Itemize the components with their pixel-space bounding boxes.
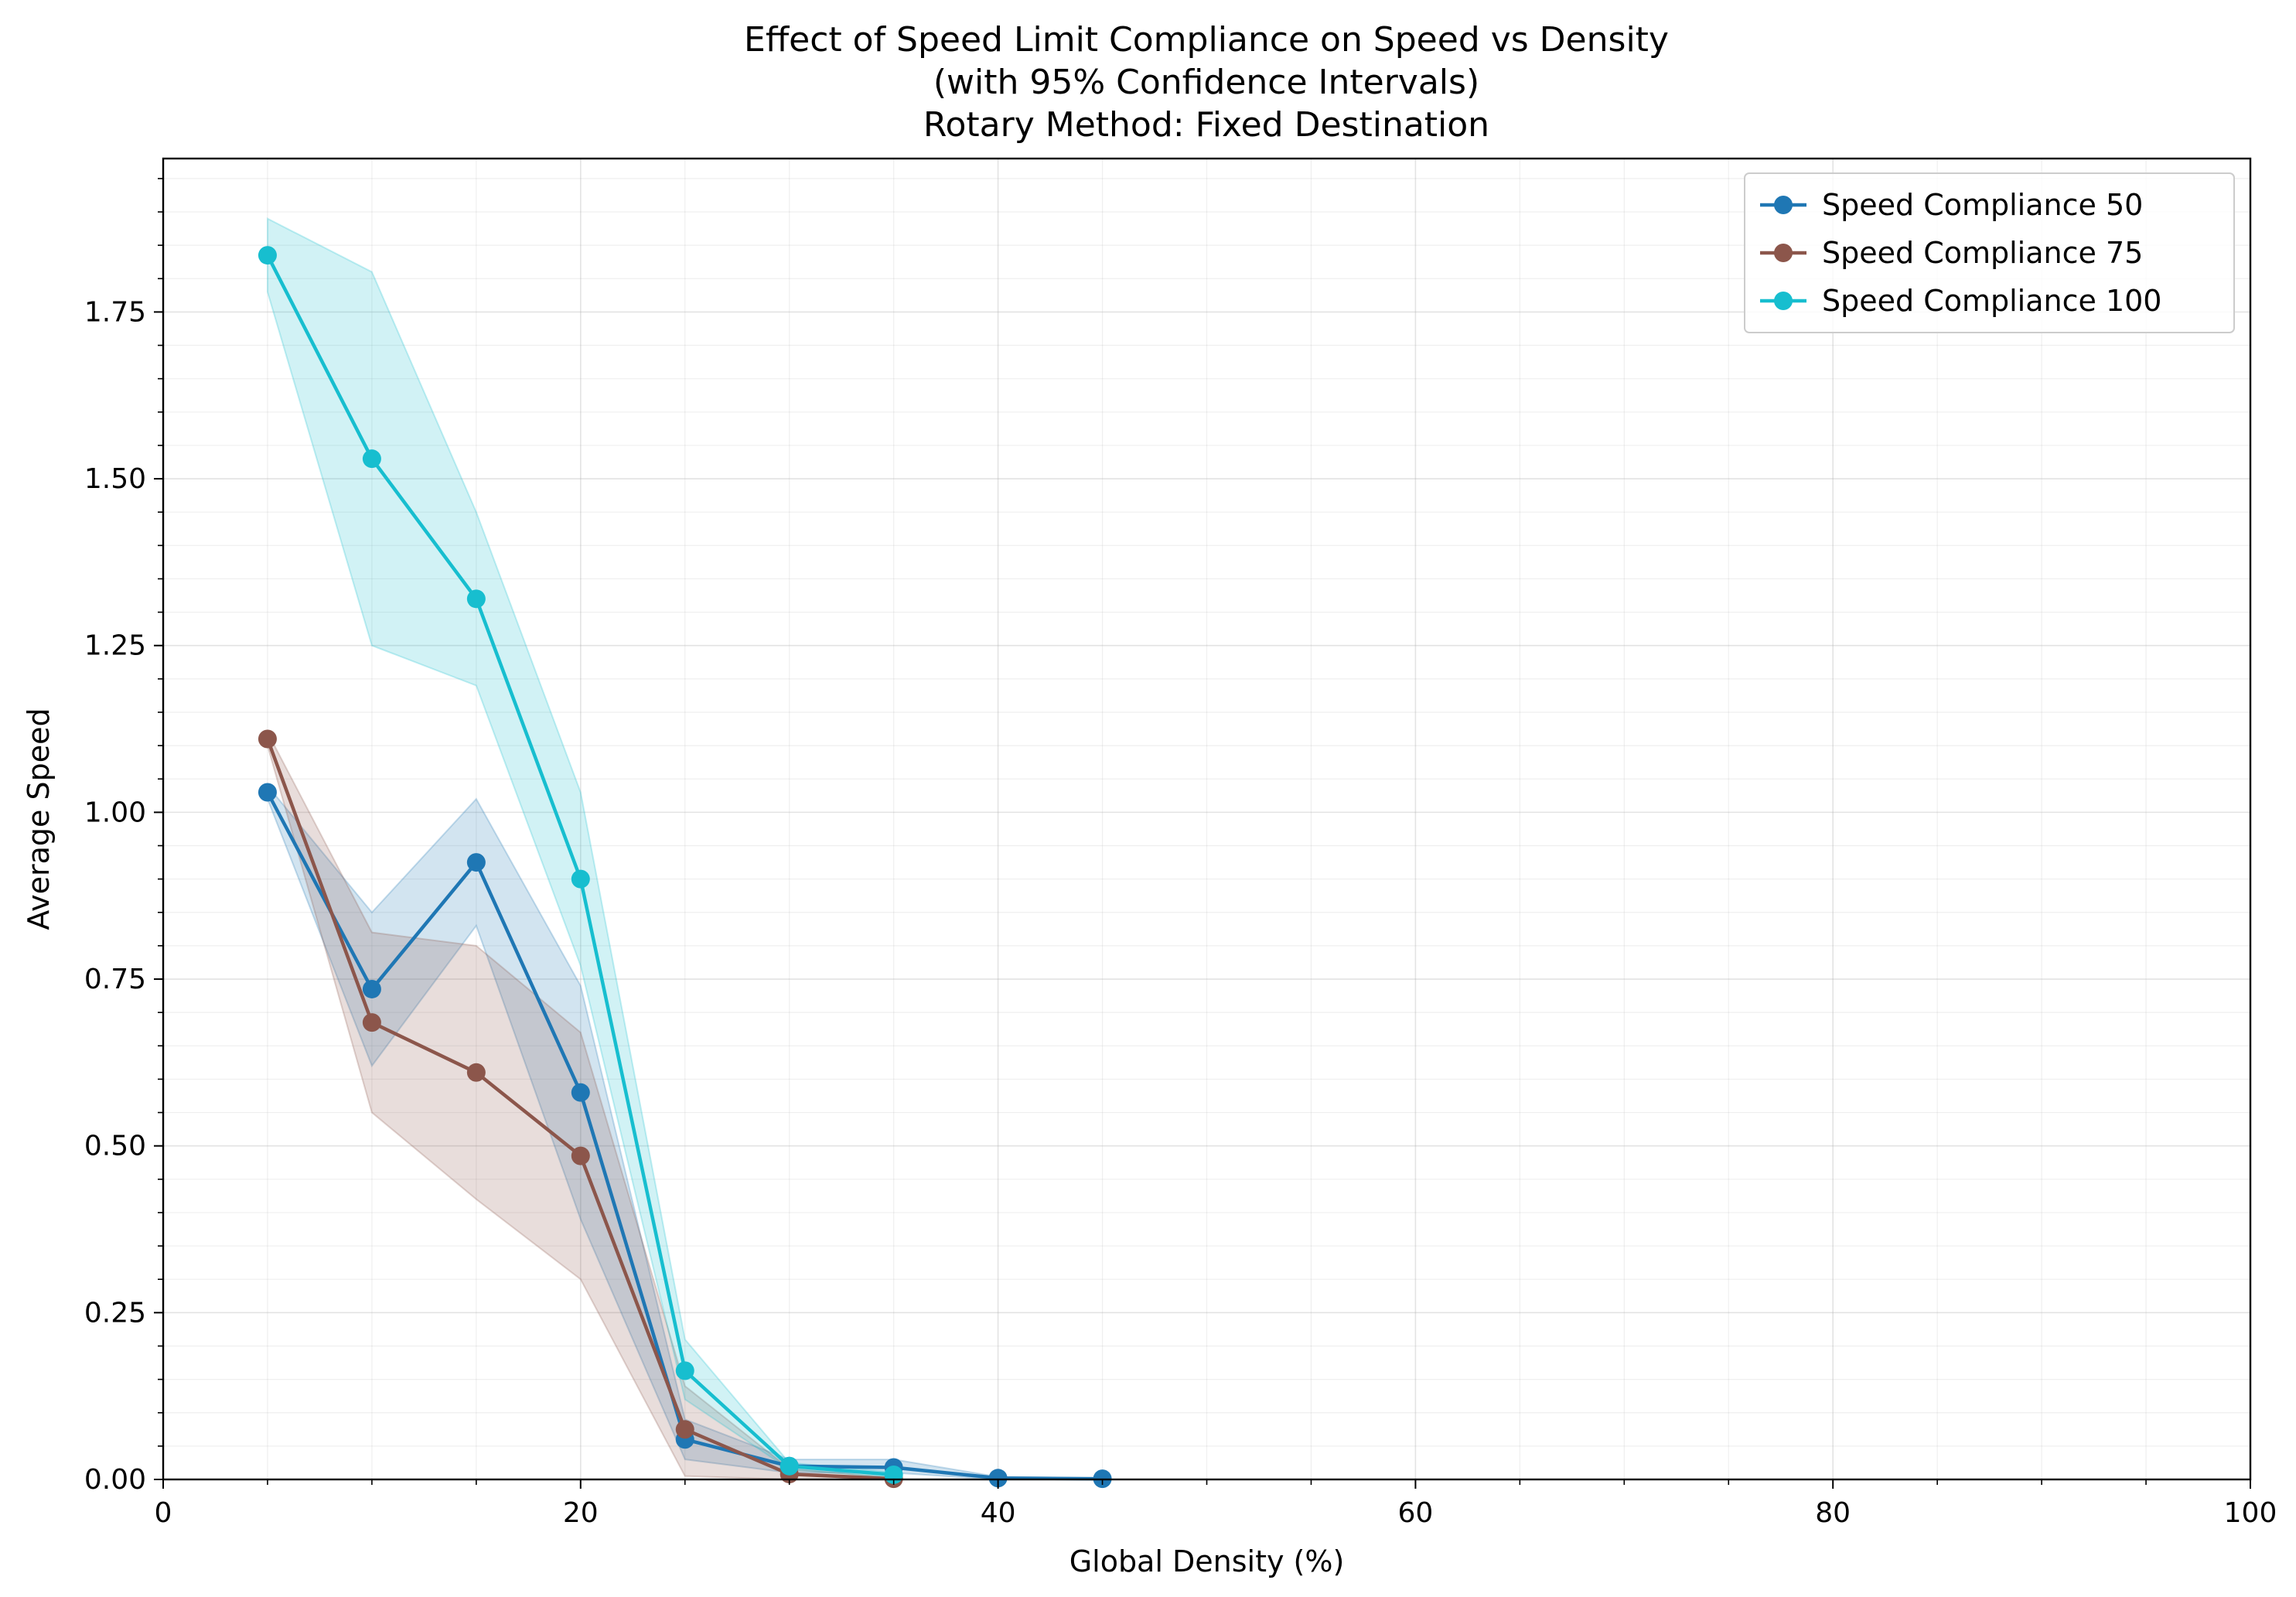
legend-label: Speed Compliance 75 (1822, 236, 2143, 270)
data-point-series-3 (675, 1361, 694, 1380)
data-point-series-2 (571, 1146, 590, 1165)
x-tick-label: 40 (981, 1497, 1016, 1529)
data-point-series-1 (258, 783, 277, 802)
data-point-series-3 (571, 869, 590, 889)
legend-label: Speed Compliance 100 (1822, 284, 2162, 318)
legend-box (1744, 172, 2235, 333)
y-tick-label: 0.50 (84, 1131, 146, 1162)
data-point-series-1 (466, 853, 486, 872)
legend-marker-swatch (1774, 196, 1793, 214)
data-point-series-1 (571, 1083, 590, 1102)
data-point-series-2 (675, 1420, 694, 1439)
data-point-series-3 (258, 246, 277, 265)
x-tick-label: 20 (563, 1497, 599, 1529)
x-tick-label: 100 (2224, 1497, 2277, 1529)
data-point-series-2 (466, 1063, 486, 1082)
data-point-series-3 (780, 1456, 799, 1476)
axis-ticks: 0 20 40 60 80 100 0.00 0.25 0.50 0.75 1.00 1.25 1.50… (84, 178, 2277, 1529)
x-tick-label: 80 (1815, 1497, 1851, 1529)
x-axis-label: Global Density (%) (1070, 1544, 1345, 1578)
x-tick-label: 0 (155, 1497, 172, 1529)
y-axis-label: Average Speed (22, 708, 56, 930)
x-tick-label: 60 (1397, 1497, 1433, 1529)
data-point-series-2 (362, 1013, 381, 1032)
chart-title-line-1: Effect of Speed Limit Compliance on Spee… (744, 20, 1669, 60)
y-tick-label: 1.00 (84, 797, 146, 828)
y-tick-label: 0.75 (84, 964, 146, 995)
data-point-series-1 (988, 1469, 1008, 1488)
legend-marker-swatch (1774, 292, 1793, 310)
data-point-series-3 (466, 589, 486, 609)
data-point-series-2 (258, 729, 277, 749)
y-tick-label: 1.25 (84, 630, 146, 662)
y-tick-label: 1.50 (84, 463, 146, 495)
data-point-series-1 (362, 979, 381, 998)
data-point-series-3 (362, 449, 381, 469)
chart-title: Effect of Speed Limit Compliance on Spee… (744, 20, 1669, 145)
chart-title-line-2: (with 95% Confidence Intervals) (933, 63, 1479, 102)
chart-title-line-3: Rotary Method: Fixed Destination (923, 105, 1489, 145)
legend: Speed Compliance 50 Speed Compliance 75 Sp… (1744, 172, 2235, 333)
legend-marker-swatch (1774, 244, 1793, 262)
y-tick-label: 0.25 (84, 1297, 146, 1329)
legend-label: Speed Compliance 50 (1822, 188, 2143, 222)
y-tick-label: 0.00 (84, 1464, 146, 1496)
y-tick-label: 1.75 (84, 296, 146, 328)
